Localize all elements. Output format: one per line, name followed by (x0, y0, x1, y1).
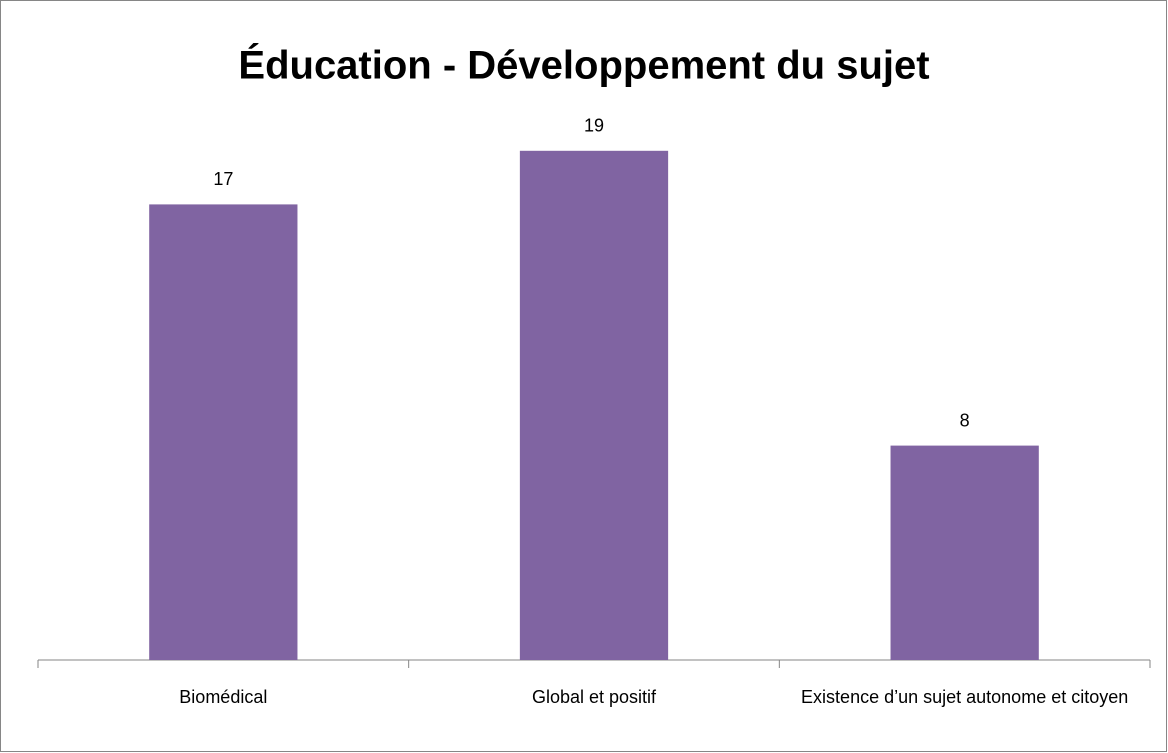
bar (149, 204, 298, 660)
bar (519, 150, 669, 661)
data-label: 17 (213, 169, 233, 189)
x-tick-label: Biomédical (179, 687, 268, 707)
x-tick-label: Existence d’un sujet autonome et citoyen (801, 687, 1129, 707)
data-label: 19 (584, 116, 604, 136)
data-label: 8 (960, 410, 970, 430)
chart-title: Éducation - Développement du sujet (238, 43, 929, 88)
bar (890, 445, 1039, 660)
x-tick-label: Global et positif (531, 687, 657, 707)
